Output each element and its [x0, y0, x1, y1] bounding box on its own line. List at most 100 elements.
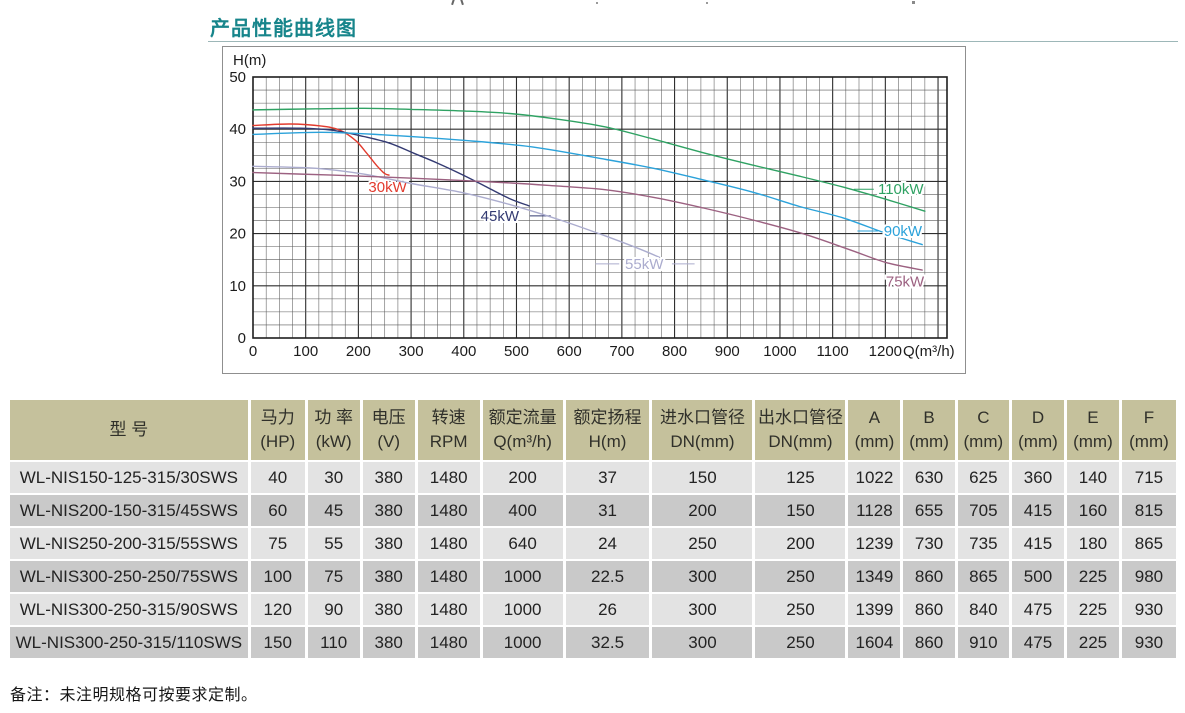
table-cell: 815	[1121, 495, 1176, 526]
table-cell: 475	[1011, 627, 1064, 658]
table-cell: 55	[307, 528, 360, 559]
svg-text:1200: 1200	[869, 343, 902, 360]
svg-text:30: 30	[229, 173, 246, 190]
column-header: A (mm)	[848, 400, 901, 460]
cropped-text-fragment	[451, 0, 455, 6]
table-cell: 500	[1011, 561, 1064, 592]
table-cell: 715	[1121, 462, 1176, 493]
table-cell: 1480	[417, 627, 480, 658]
table-cell: 225	[1066, 594, 1119, 625]
column-header: D (mm)	[1011, 400, 1064, 460]
table-row: WL-NIS150-125-315/30SWS 40 30 380 1480 200 37 1…	[10, 462, 1176, 493]
table-cell: 250	[755, 561, 846, 592]
table-cell: 150	[250, 627, 305, 658]
table-cell: 1480	[417, 528, 480, 559]
table-cell: 30	[307, 462, 360, 493]
column-header: 进水口管径 DN(mm)	[652, 400, 753, 460]
table-cell: 160	[1066, 495, 1119, 526]
table-cell: 1480	[417, 561, 480, 592]
table-cell: 300	[652, 594, 753, 625]
table-cell: 125	[755, 462, 846, 493]
table-cell: 75	[307, 561, 360, 592]
table-cell: 705	[957, 495, 1009, 526]
table-cell: 250	[652, 528, 753, 559]
table-cell: 45	[307, 495, 360, 526]
table-cell: 1000	[482, 561, 563, 592]
table-cell: 300	[652, 561, 753, 592]
svg-text:600: 600	[557, 343, 582, 360]
chart-series-90kW: 90kW	[252, 131, 925, 246]
table-cell: 1399	[848, 594, 901, 625]
table-cell: 37	[565, 462, 650, 493]
table-cell: 250	[755, 627, 846, 658]
table-cell: 200	[482, 462, 563, 493]
model-cell: WL-NIS200-150-315/45SWS	[10, 495, 248, 526]
table-cell: 380	[362, 462, 415, 493]
table-cell: 910	[957, 627, 1009, 658]
table-row: WL-NIS300-250-315/110SWS 150 110 380 1480 100…	[10, 627, 1176, 658]
table-cell: 380	[362, 495, 415, 526]
column-header: B (mm)	[903, 400, 955, 460]
table-cell: 32.5	[565, 627, 650, 658]
curve-label-55kW: 55kW	[625, 256, 664, 273]
column-header: 转速 RPM	[417, 400, 480, 460]
cropped-text-fragment	[460, 0, 464, 6]
svg-text:900: 900	[715, 343, 740, 360]
table-cell: 865	[1121, 528, 1176, 559]
table-cell: 625	[957, 462, 1009, 493]
column-header: F (mm)	[1121, 400, 1176, 460]
column-header: 出水口管径 DN(mm)	[755, 400, 846, 460]
svg-text:500: 500	[504, 343, 529, 360]
svg-text:100: 100	[293, 343, 318, 360]
table-cell: 200	[652, 495, 753, 526]
table-row: WL-NIS200-150-315/45SWS 60 45 380 1480 400 31 2…	[10, 495, 1176, 526]
table-cell: 1604	[848, 627, 901, 658]
table-cell: 860	[903, 561, 955, 592]
table-cell: 415	[1011, 528, 1064, 559]
svg-text:10: 10	[229, 278, 246, 295]
spec-table: 型 号马力 (HP) 功 率 (kW) 电压 (V) 转速 RPM 额定流量 Q(m³/h) 额定扬…	[7, 398, 1179, 660]
spec-table-body: WL-NIS150-125-315/30SWS 40 30 380 1480 200 37 1…	[10, 462, 1176, 658]
table-cell: 735	[957, 528, 1009, 559]
column-header: 额定扬程 H(m)	[565, 400, 650, 460]
table-cell: 1480	[417, 495, 480, 526]
curve-label-90kW: 90kW	[884, 223, 923, 240]
table-cell: 400	[482, 495, 563, 526]
table-cell: 1480	[417, 594, 480, 625]
model-cell: WL-NIS300-250-250/75SWS	[10, 561, 248, 592]
table-cell: 630	[903, 462, 955, 493]
table-cell: 415	[1011, 495, 1064, 526]
table-row: WL-NIS250-200-315/55SWS 75 55 380 1480 640 24 2…	[10, 528, 1176, 559]
table-cell: 1000	[482, 594, 563, 625]
svg-text:20: 20	[229, 226, 246, 243]
table-cell: 1239	[848, 528, 901, 559]
y-axis-labels: 0 10 20 30 40 50	[229, 69, 246, 347]
curve-label-75kW: 75kW	[886, 274, 925, 291]
cropped-text-fragment	[596, 2, 598, 4]
svg-text:1000: 1000	[763, 343, 796, 360]
chart-grid	[252, 76, 948, 339]
table-cell: 225	[1066, 627, 1119, 658]
svg-text:400: 400	[451, 343, 476, 360]
table-cell: 930	[1121, 627, 1176, 658]
y-axis-title: H(m)	[233, 52, 266, 69]
x-axis-labels: 0 100 200 300 400 500 600 700 800 900 1000 1100 1200…	[249, 343, 955, 360]
table-cell: 24	[565, 528, 650, 559]
table-cell: 865	[957, 561, 1009, 592]
table-cell: 150	[755, 495, 846, 526]
table-cell: 1349	[848, 561, 901, 592]
chart-series-55kW: 55kW	[252, 165, 695, 275]
chart-series-30kW: 30kW	[252, 123, 410, 198]
chart-series-45kW: 45kW	[252, 127, 551, 227]
table-cell: 1480	[417, 462, 480, 493]
table-cell: 360	[1011, 462, 1064, 493]
svg-text:200: 200	[346, 343, 371, 360]
footer-note: 备注：未注明规格可按要求定制。	[10, 687, 258, 704]
column-header: 电压 (V)	[362, 400, 415, 460]
table-cell: 1128	[848, 495, 901, 526]
table-cell: 840	[957, 594, 1009, 625]
table-cell: 60	[250, 495, 305, 526]
svg-text:0: 0	[238, 330, 246, 347]
column-header: 功 率 (kW)	[307, 400, 360, 460]
